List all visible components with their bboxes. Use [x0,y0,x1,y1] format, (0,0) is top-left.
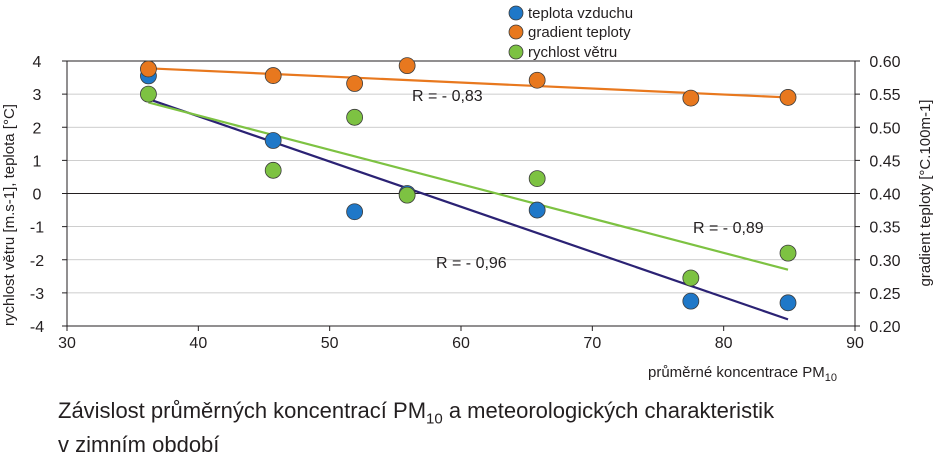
data-point-series-2 [346,108,364,126]
data-point-series-0 [346,203,364,221]
x-tick-label: 60 [452,335,470,352]
y-axis-right-title: gradient teploty [°C.100m-1] [917,100,934,287]
y-right-tick-label: 0.55 [869,87,900,104]
caption-line-2: v zimním období [58,432,220,458]
y-right-tick-label: 0.45 [869,153,900,170]
y-right-tick-label: 0.30 [869,253,900,270]
gridlines [67,93,855,294]
x-axis-title: průměrné koncentrace PM10 [648,364,837,384]
legend-marker-gradient [508,24,524,40]
x-tick-label: 80 [715,335,733,352]
y-left-tick-label: -1 [30,220,44,237]
y-left-tick-label: 2 [33,120,42,137]
r-label-gradient: R = - 0,83 [412,88,483,105]
y-axis-left-title: rychlost větru [m.s-1], teplota [°C] [1,104,18,326]
data-point-series-1 [528,71,546,89]
y-left-tick-label: -4 [30,319,44,336]
data-point-series-1 [264,67,282,84]
legend-label-wind: rychlost větru [528,44,617,61]
caption-line-1: Závislost průměrných koncentrací PM10 a … [58,398,775,428]
y-left-tick-label: 4 [33,54,42,71]
x-tick-label: 70 [583,335,601,352]
data-point-series-0 [528,201,546,219]
data-point-series-0 [779,294,797,312]
data-point-series-1 [346,75,364,92]
y-left-tick-label: 3 [33,87,42,104]
y-left-tick-label: -2 [30,253,44,270]
y-right-tick-label: 0.50 [869,120,900,137]
data-point-series-0 [682,292,700,310]
data-point-series-1 [140,60,157,78]
y-right-tick-label: 0.60 [869,54,900,71]
legend-marker-temperature [508,5,524,21]
x-tick-label: 30 [58,335,76,352]
y-right-tick-label: 0.35 [869,220,900,237]
data-point-series-2 [398,186,416,204]
axes [62,60,860,331]
data-point-series-2 [140,85,157,103]
data-point-series-1 [779,89,797,106]
legend-marker-wind [508,44,524,60]
legend: teplota vzduchu gradient teploty rychlos… [508,5,633,61]
x-tick-label: 40 [189,335,207,352]
trend-line-1 [148,67,789,99]
trend-lines [148,67,789,321]
x-tick-label: 90 [846,335,864,352]
data-point-series-1 [682,89,700,107]
data-point-series-2 [779,244,797,262]
y-left-tick-label: -3 [30,286,44,303]
y-right-tick-label: 0.20 [869,319,900,336]
y-right-tick-label: 0.40 [869,187,900,204]
legend-label-temperature: teplota vzduchu [528,5,633,22]
y-right-tick-label: 0.25 [869,286,900,303]
trend-line-2 [148,101,789,271]
data-point-series-2 [264,161,282,179]
data-point-series-1 [398,57,416,75]
r-label-wind: R = - 0,89 [693,220,764,237]
legend-label-gradient: gradient teploty [528,24,631,41]
data-point-series-2 [682,269,700,287]
data-point-series-0 [264,132,282,149]
x-tick-label: 50 [321,335,339,352]
data-points [140,57,797,312]
data-point-series-2 [528,170,546,187]
tick-labels: 4 3 2 1 0 -1 -2 -3 -4 0.60 0.55 0.50 0.45 0.40 0.35 0.3… [30,54,901,352]
plot-frame [66,60,856,327]
figure-caption: Závislost průměrných koncentrací PM10 a … [58,398,774,458]
r-label-temperature: R = - 0,96 [436,255,507,272]
trend-line-0 [148,98,789,321]
y-left-tick-label: 0 [33,187,42,204]
y-left-tick-label: 1 [33,153,42,170]
